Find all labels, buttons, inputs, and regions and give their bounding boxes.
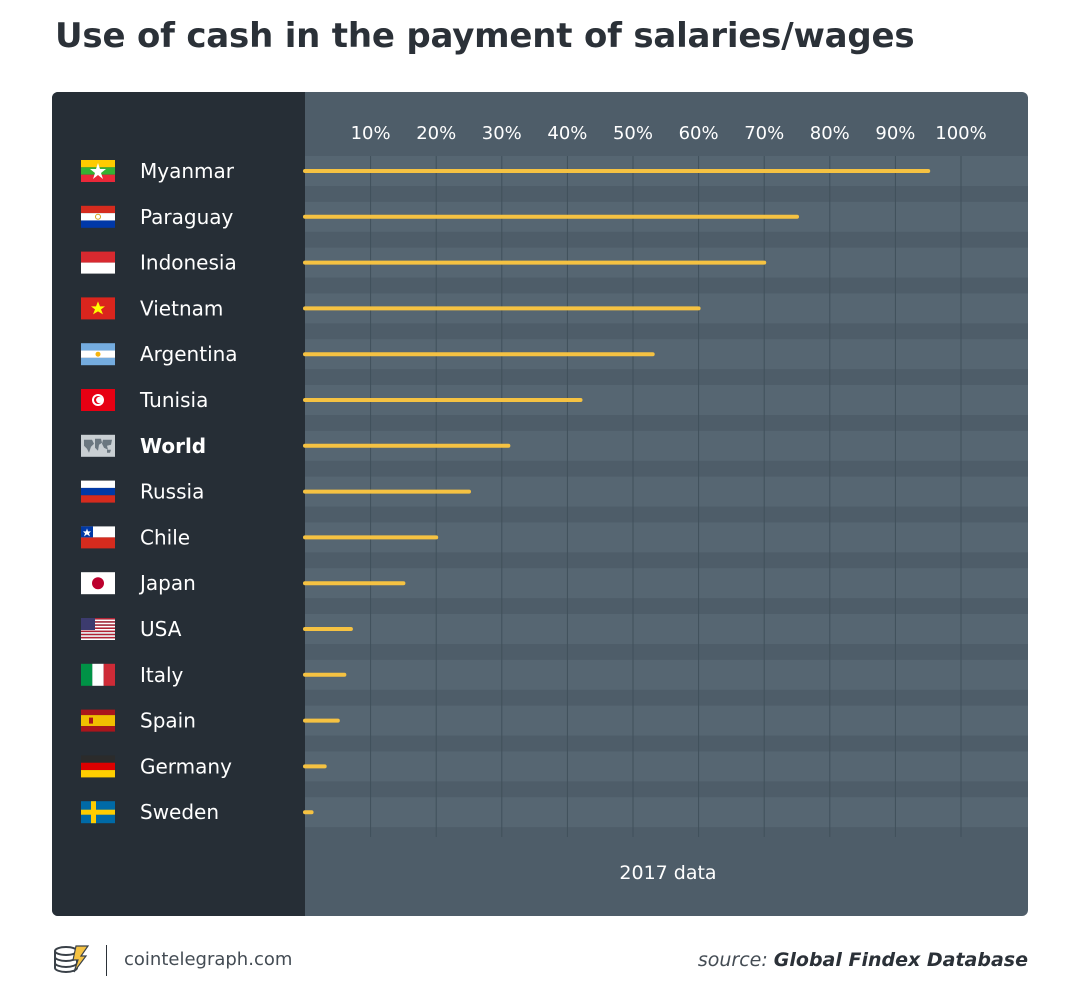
bar-chart: 10% 20% 30% 40% 50% 60% 70% 80% 90% 100% Myanmar Pa… — [81, 123, 1028, 884]
flag-argentina-icon — [81, 343, 115, 366]
country-label: World — [140, 434, 206, 458]
flag-chile-icon — [81, 526, 115, 549]
chart-card: 10% 20% 30% 40% 50% 60% 70% 80% 90% 100% Myanmar Pa… — [52, 92, 1028, 916]
country-label: Japan — [138, 571, 196, 595]
flag-myanmar-icon — [81, 160, 115, 182]
world-map-icon — [81, 434, 115, 457]
country-label: USA — [140, 617, 182, 641]
country-label: Chile — [140, 525, 190, 549]
flag-tunisia-icon — [81, 389, 115, 411]
flag-vietnam-icon — [81, 297, 115, 320]
country-label: Italy — [140, 663, 184, 687]
x-tick-label: 100% — [935, 123, 986, 144]
country-label: Spain — [140, 709, 196, 733]
x-tick-label: 10% — [351, 123, 391, 144]
flag-indonesia-icon — [81, 251, 115, 274]
footer-divider — [106, 945, 107, 976]
country-label: Myanmar — [140, 159, 235, 183]
country-label: Germany — [140, 754, 232, 778]
country-label: Sweden — [140, 800, 219, 824]
x-tick-label: 40% — [547, 123, 587, 144]
row-stripe — [305, 659, 1028, 690]
cointelegraph-logo-icon — [54, 945, 90, 974]
x-tick-label: 50% — [613, 123, 653, 144]
row-stripe — [305, 705, 1028, 736]
country-label: Paraguay — [140, 205, 234, 229]
footer-source: source: Global Findex Database — [698, 949, 1028, 971]
row-stripe — [305, 614, 1028, 644]
flag-japan-icon — [81, 572, 115, 595]
flag-paraguay-icon — [81, 205, 115, 228]
country-label: Argentina — [140, 342, 238, 366]
source-prefix: source: — [697, 949, 768, 971]
flag-italy-icon — [81, 663, 115, 686]
flag-germany-icon — [81, 755, 115, 778]
flag-sweden-icon — [81, 801, 115, 824]
x-tick-label: 90% — [875, 123, 915, 144]
country-label: Vietnam — [140, 296, 223, 320]
x-tick-label: 60% — [679, 123, 719, 144]
country-label: Russia — [140, 480, 204, 504]
row-stripe — [305, 797, 1028, 828]
x-tick-label: 70% — [744, 123, 784, 144]
x-tick-label: 20% — [416, 123, 456, 144]
chart-title: Use of cash in the payment of salaries/w… — [55, 16, 915, 56]
x-axis-caption: 2017 data — [619, 862, 716, 884]
country-label: Indonesia — [140, 251, 237, 275]
row-stripe — [305, 751, 1028, 782]
flag-spain-icon — [81, 709, 115, 732]
row-stripe — [305, 568, 1028, 599]
x-tick-label: 30% — [482, 123, 522, 144]
source-name: Global Findex Database — [773, 949, 1028, 971]
country-panel — [52, 92, 305, 916]
x-tick-label: 80% — [810, 123, 850, 144]
flag-usa-icon — [81, 618, 115, 640]
footer-site[interactable]: cointelegraph.com — [124, 949, 293, 970]
flag-russia-icon — [81, 480, 115, 503]
country-label: Tunisia — [139, 388, 208, 412]
